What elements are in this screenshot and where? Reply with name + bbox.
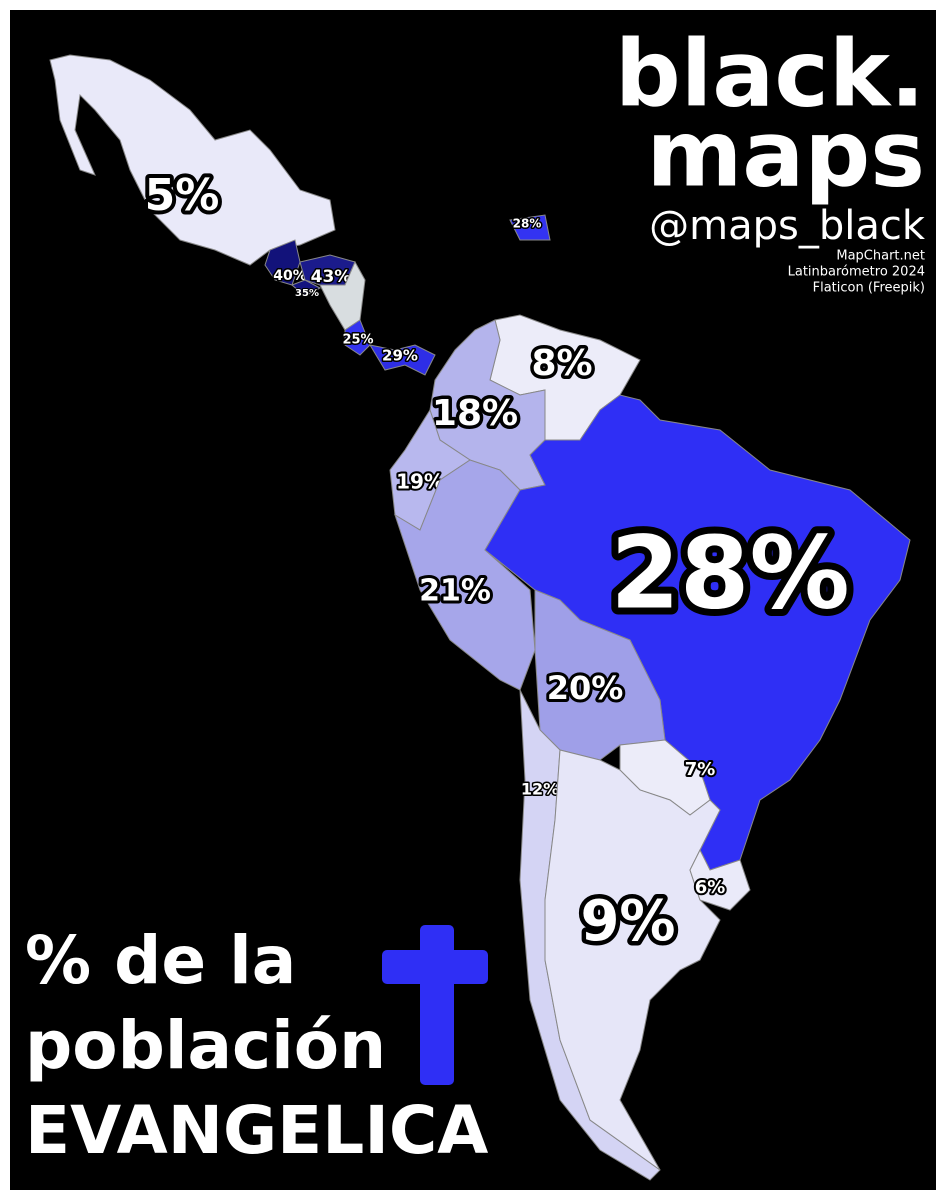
region-label: 12% (521, 780, 559, 799)
region: 18% (428, 319, 546, 491)
region-label: 25% (342, 333, 373, 348)
region-label: 7% (685, 759, 716, 780)
cross-icon (382, 925, 488, 1085)
region-label: 8% (531, 343, 592, 384)
region: 9% (544, 749, 721, 1171)
region-label: 35% (295, 288, 319, 299)
brand-line: black. (615, 20, 925, 127)
region-shape (394, 459, 536, 691)
title-line: población (25, 1007, 386, 1084)
region-shape (344, 319, 371, 356)
region-label: 29% (382, 347, 418, 365)
region: 25% (341, 319, 375, 356)
region: 40% (264, 239, 308, 286)
region-label: 40% (273, 268, 307, 284)
region: 43% (299, 254, 356, 289)
region-shape (49, 54, 336, 266)
region-label: 28% (513, 217, 542, 231)
region: 21% (394, 459, 536, 691)
source: Flaticon (Freepik) (813, 281, 925, 296)
region: 28% (509, 214, 551, 241)
region-shape (509, 214, 551, 241)
region-label: 20% (547, 669, 624, 707)
region-label: 6% (695, 877, 726, 898)
brand-handle: @maps_black (649, 203, 926, 249)
map: 5% 40% 43% 35% 25% 29% 28% 8% 18% 19% 21… (49, 54, 911, 1181)
region-label: 21% (419, 574, 491, 609)
brand-line: maps (646, 100, 925, 207)
region-label: 28% (610, 514, 849, 631)
region: 20% (534, 589, 666, 761)
region-shape (689, 848, 751, 911)
region: 28% (484, 394, 911, 871)
title-line: % de la (25, 922, 296, 999)
source: Latinbarómetro 2024 (788, 265, 925, 280)
region-label: 5% (145, 170, 220, 221)
region: 35% (291, 279, 322, 300)
region: 6% (689, 848, 751, 911)
region: 5% (49, 54, 336, 266)
region: 29% (368, 344, 436, 376)
region-shape (291, 279, 322, 297)
region-label: 43% (311, 267, 352, 287)
region-label: 18% (432, 393, 518, 434)
region-label: 9% (580, 889, 675, 954)
source: MapChart.net (836, 249, 925, 264)
region: 7% (619, 739, 717, 816)
region-shape (368, 344, 436, 376)
region-shape (319, 260, 366, 331)
region: 8% (489, 314, 641, 441)
title-line: EVANGELICA (25, 1092, 488, 1169)
region-shape (544, 749, 721, 1171)
